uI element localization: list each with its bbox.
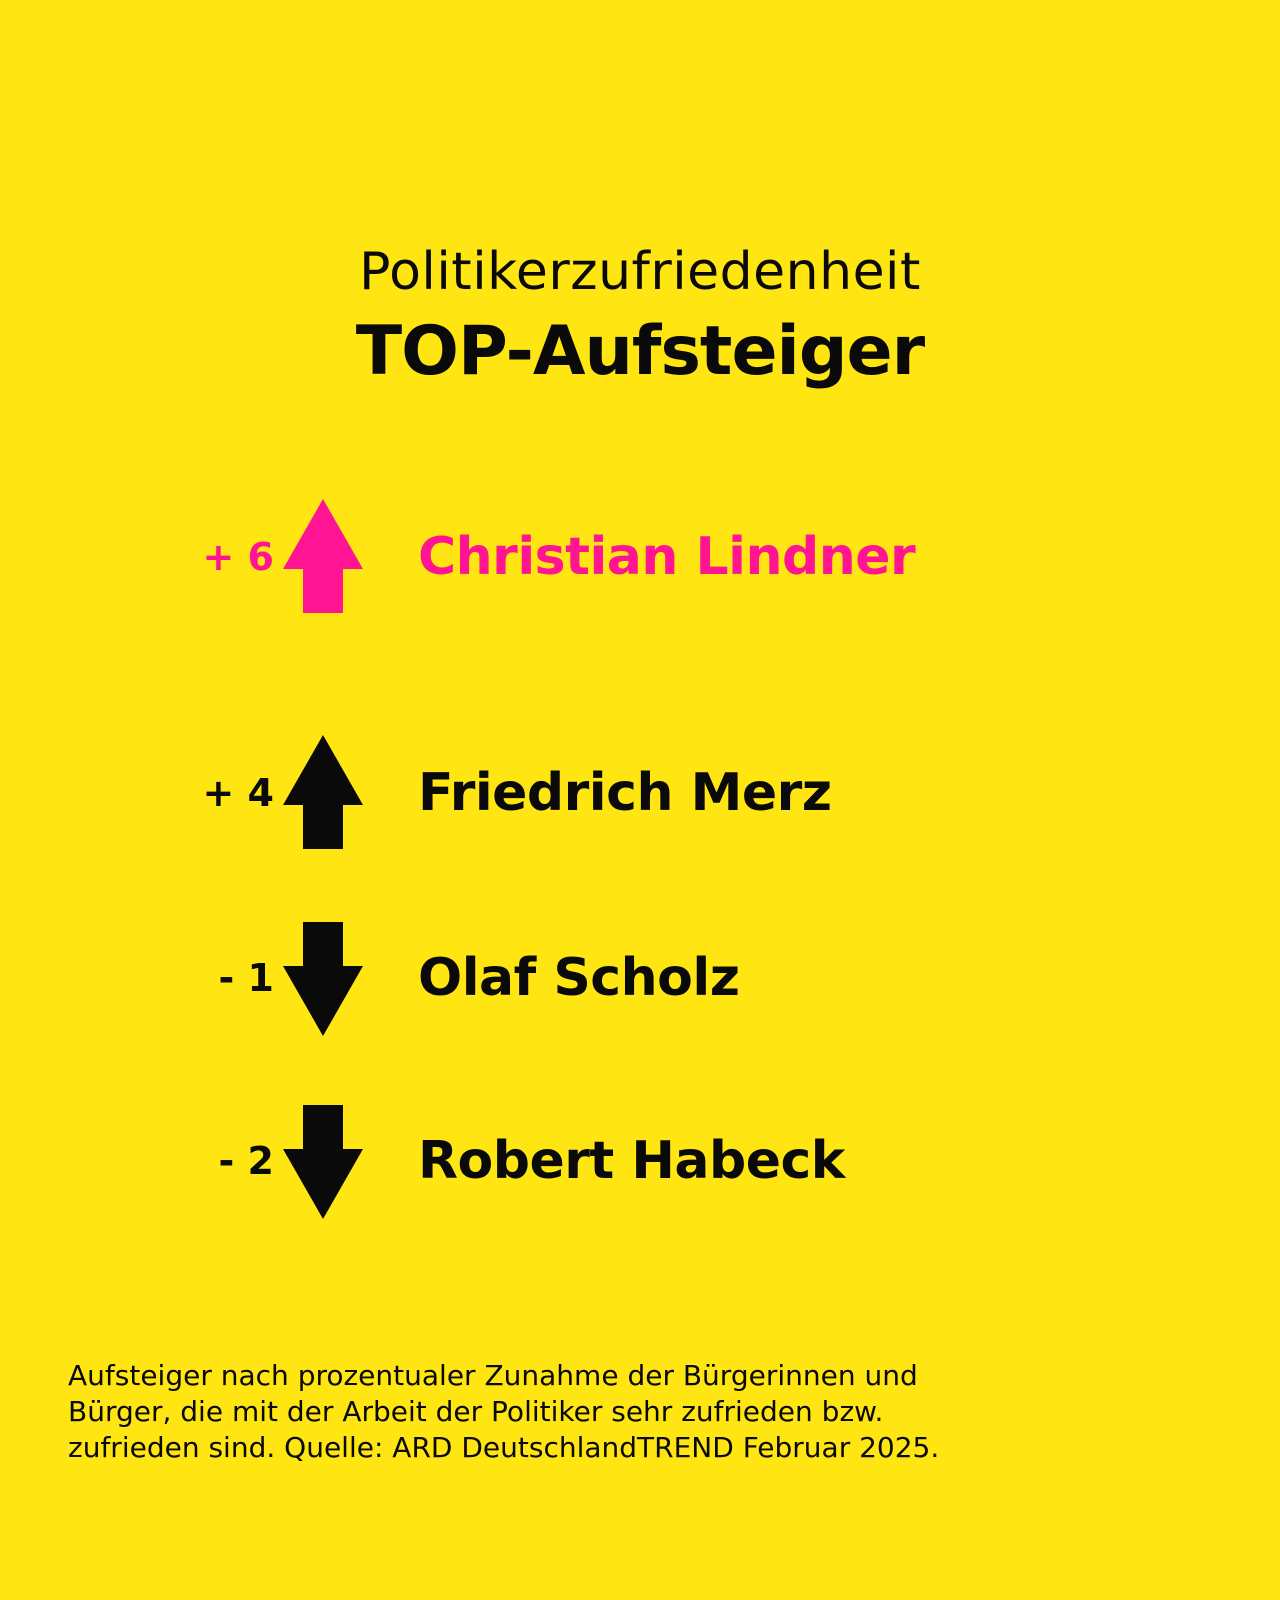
politician-name: Christian Lindner [418, 527, 916, 587]
arrow-up-icon [281, 497, 365, 617]
page-subtitle: Politikerzufriedenheit [359, 242, 921, 302]
ranking-row-merz: + 4 Friedrich Merz [0, 733, 1280, 853]
footnote-line: Aufsteiger nach prozentualer Zunahme der… [68, 1359, 918, 1392]
politician-name: Robert Habeck [418, 1131, 845, 1191]
page-title: TOP-Aufsteiger [355, 312, 925, 391]
change-value: + 4 [202, 771, 274, 815]
change-value: + 6 [202, 535, 274, 579]
arrow-down-icon [281, 918, 365, 1038]
footnote-line: Bürger, die mit der Arbeit der Politiker… [68, 1395, 884, 1428]
ranking-row-scholz: - 1 Olaf Scholz [0, 918, 1280, 1038]
ranking-row-lindner: + 6 Christian Lindner [0, 497, 1280, 617]
change-value: - 2 [218, 1139, 274, 1183]
footnote-line: zufrieden sind. Quelle: ARD DeutschlandT… [68, 1431, 940, 1464]
change-value: - 1 [218, 956, 274, 1000]
source-footnote: Aufsteiger nach prozentualer Zunahme der… [68, 1358, 1218, 1466]
arrow-up-icon [281, 733, 365, 853]
arrow-down-icon [281, 1101, 365, 1221]
ranking-row-habeck: - 2 Robert Habeck [0, 1101, 1280, 1221]
politician-name: Friedrich Merz [418, 763, 832, 823]
politician-name: Olaf Scholz [418, 948, 740, 1008]
